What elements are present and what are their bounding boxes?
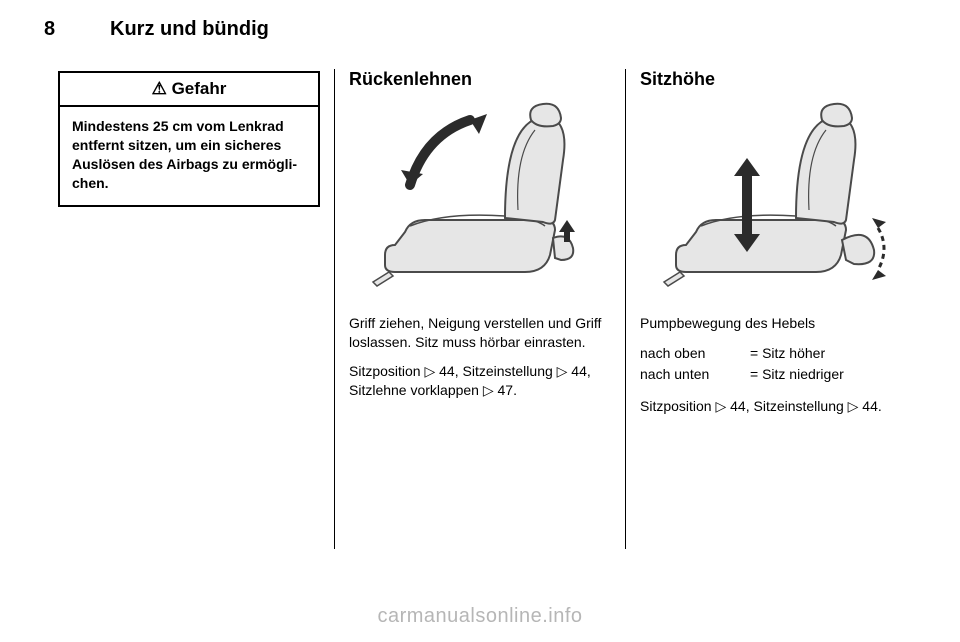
seatheight-para2: Sitzposition ▷ 44, Sitzeinstellung ▷ 44. xyxy=(640,397,902,416)
figure-backrest xyxy=(349,100,611,300)
page-title: Kurz und bündig xyxy=(110,18,269,41)
kv-val-down: = Sitz niedriger xyxy=(750,364,844,385)
kv-val-up: = Sitz höher xyxy=(750,343,825,364)
watermark: carmanualsonline.info xyxy=(0,605,960,628)
seat-backrest-illustration xyxy=(355,100,605,300)
kv-key-up: nach oben xyxy=(640,343,750,364)
backrest-para2: Sitzposition ▷ 44, Sitzeinstellung ▷ 44,… xyxy=(349,362,611,400)
figure-seatheight xyxy=(640,100,902,300)
danger-box: ⚠ Gefahr Mindestens 25 cm vom Lenkrad en… xyxy=(58,71,320,207)
seat-height-illustration xyxy=(646,100,896,300)
column-2: Rückenlehnen xyxy=(334,69,625,549)
danger-text: Mindestens 25 cm vom Lenkrad entfernt si… xyxy=(60,107,318,205)
table-row: nach oben = Sitz höher xyxy=(640,343,902,364)
column-1: ⚠ Gefahr Mindestens 25 cm vom Lenkrad en… xyxy=(44,69,334,549)
table-row: nach unten = Sitz niedriger xyxy=(640,364,902,385)
backrest-para1: Griff ziehen, Neigung verstellen und Gri… xyxy=(349,314,611,352)
page-number: 8 xyxy=(44,18,110,41)
pump-table: nach oben = Sitz höher nach unten = Sitz… xyxy=(640,343,902,385)
heading-backrest: Rückenlehnen xyxy=(349,69,611,90)
column-3: Sitzhöhe xyxy=(625,69,916,549)
heading-seatheight: Sitzhöhe xyxy=(640,69,902,90)
kv-key-down: nach unten xyxy=(640,364,750,385)
danger-label: ⚠ Gefahr xyxy=(60,73,318,107)
pump-label: Pumpbewegung des Hebels xyxy=(640,314,902,333)
